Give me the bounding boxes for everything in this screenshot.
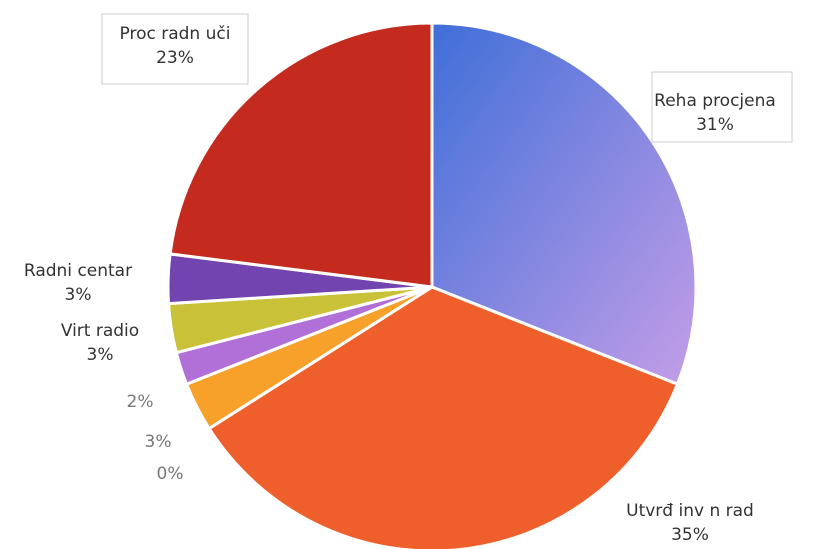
pie-slice (430, 21, 698, 387)
value-label: 35% (671, 525, 709, 545)
value-label: 3% (65, 285, 92, 305)
pie-slice (207, 285, 680, 549)
value-label: 3% (87, 345, 114, 365)
category-label: Proc radn uči (120, 24, 231, 44)
value-label: 23% (156, 48, 194, 68)
label-box (101, 13, 249, 85)
value-label: 3% (145, 432, 172, 452)
category-label: Virt radio (61, 321, 139, 341)
value-label: 0% (157, 464, 184, 484)
category-label: Radni centar (24, 261, 132, 281)
category-label: Utvrđ inv n rad (626, 501, 754, 521)
value-label: 2% (127, 392, 154, 412)
value-label: 31% (696, 115, 734, 135)
label-box (651, 71, 793, 143)
category-label: Reha procjena (654, 91, 776, 111)
pie-slice (168, 21, 434, 289)
